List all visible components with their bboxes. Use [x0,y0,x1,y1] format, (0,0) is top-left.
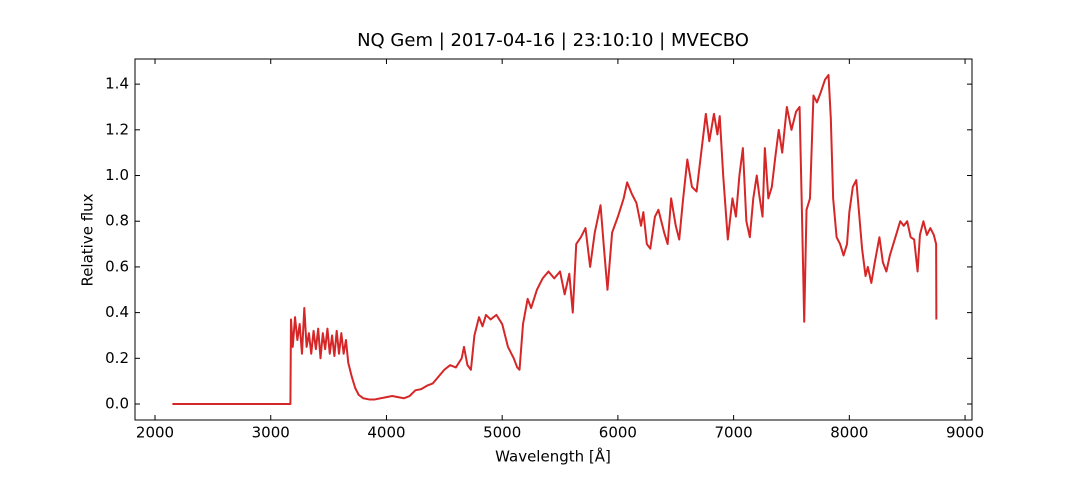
spectrum-line [172,73,938,406]
y-tick-label: 1.4 [105,75,129,93]
y-tick-label: 0.0 [105,395,129,413]
x-tick-label: 2000 [136,424,174,442]
x-tick-label: 3000 [252,424,290,442]
y-tick-label: 1.0 [105,166,129,184]
x-axis-label: Wavelength [Å] [495,447,611,466]
y-axis-label: Relative flux [79,193,97,286]
y-tick-label: 1.2 [105,120,129,138]
y-tick-label: 0.6 [105,257,129,275]
x-tick-label: 5000 [483,424,521,442]
x-tick-label: 7000 [715,424,753,442]
y-tick-label: 0.8 [105,212,129,230]
plot-frame [134,58,973,421]
x-tick-label: 6000 [599,424,637,442]
x-tick-label: 8000 [830,424,868,442]
x-tick-label: 9000 [946,424,984,442]
x-tick-label: 4000 [367,424,405,442]
chart-title: NQ Gem | 2017-04-16 | 23:10:10 | MVECBO [357,30,749,51]
y-tick-label: 0.2 [105,349,129,367]
y-tick-label: 0.4 [105,303,129,321]
